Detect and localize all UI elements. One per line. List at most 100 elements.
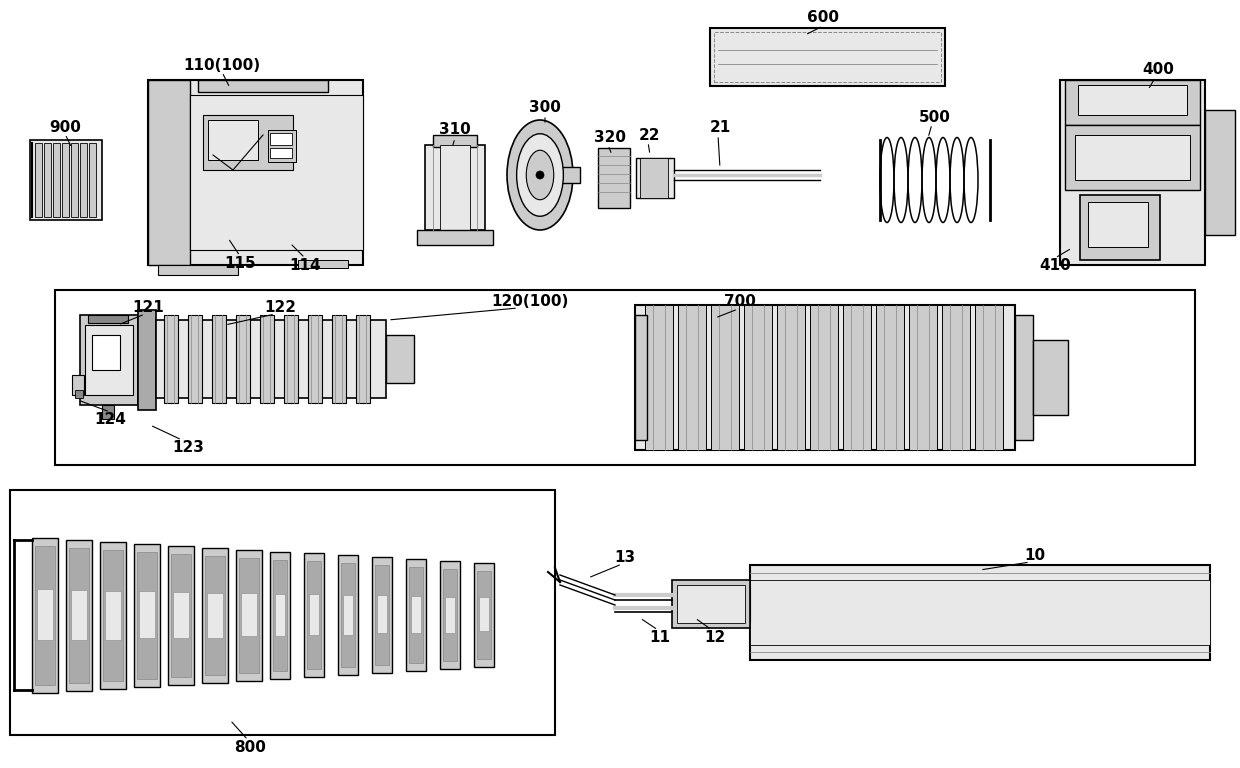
Bar	[241, 593, 257, 636]
Text: 800: 800	[234, 740, 265, 756]
Bar	[157, 265, 238, 275]
Text: 500: 500	[919, 110, 951, 124]
Bar	[714, 32, 941, 82]
Bar	[636, 158, 675, 198]
Bar	[539, 167, 580, 183]
Bar	[43, 143, 51, 217]
Bar	[909, 305, 937, 450]
Bar	[711, 305, 739, 450]
Text: 122: 122	[264, 300, 296, 315]
Bar	[72, 375, 84, 395]
Bar	[1033, 340, 1068, 415]
Text: 123: 123	[172, 441, 203, 455]
Bar	[10, 490, 556, 735]
Bar	[92, 335, 120, 370]
Text: 114: 114	[289, 257, 321, 273]
Bar	[645, 305, 673, 450]
Text: 400: 400	[1142, 62, 1174, 78]
Text: 21: 21	[709, 121, 730, 135]
Bar	[409, 567, 423, 663]
Text: 900: 900	[50, 120, 81, 134]
Bar	[341, 563, 355, 667]
Bar	[30, 140, 102, 220]
Bar	[208, 120, 258, 160]
Bar	[103, 550, 123, 681]
Bar	[374, 565, 389, 665]
Bar	[88, 315, 128, 323]
Bar	[171, 554, 191, 677]
Bar	[35, 546, 55, 685]
Text: 10: 10	[1024, 548, 1045, 562]
Bar	[477, 571, 491, 659]
Bar	[672, 580, 750, 628]
Bar	[474, 563, 494, 667]
Bar	[443, 569, 458, 661]
Text: 700: 700	[724, 294, 756, 310]
Bar	[356, 315, 370, 403]
Bar	[308, 315, 322, 403]
Bar	[81, 143, 87, 217]
Bar	[810, 305, 838, 450]
Bar	[975, 305, 1003, 450]
Bar	[405, 559, 427, 671]
Bar	[139, 591, 155, 638]
Bar	[1080, 195, 1159, 260]
Bar	[69, 548, 89, 683]
Bar	[309, 594, 319, 635]
Bar	[167, 546, 193, 685]
Text: 13: 13	[615, 551, 636, 565]
Bar	[174, 592, 188, 638]
Bar	[268, 130, 296, 162]
Bar	[425, 145, 485, 230]
Ellipse shape	[536, 171, 544, 179]
Bar	[275, 594, 285, 636]
Bar	[298, 260, 348, 268]
Bar	[71, 143, 78, 217]
Text: 120(100): 120(100)	[491, 294, 569, 310]
Bar	[386, 335, 414, 383]
Text: 124: 124	[94, 412, 126, 428]
Bar	[32, 538, 58, 693]
Text: 320: 320	[594, 131, 626, 145]
Bar	[164, 315, 179, 403]
Text: 300: 300	[529, 100, 560, 114]
Text: 310: 310	[439, 123, 471, 137]
Bar	[308, 561, 321, 669]
Bar	[138, 310, 156, 410]
Bar	[207, 593, 223, 638]
Bar	[53, 143, 60, 217]
Bar	[440, 145, 470, 230]
Bar	[1087, 202, 1148, 247]
Bar	[445, 597, 455, 633]
Bar	[433, 135, 477, 147]
Bar	[260, 315, 274, 403]
Bar	[284, 315, 298, 403]
Bar	[66, 540, 92, 691]
Bar	[203, 115, 293, 170]
Text: 11: 11	[650, 631, 671, 645]
Bar	[843, 305, 870, 450]
Bar	[635, 315, 647, 440]
Bar	[273, 560, 286, 671]
Bar	[62, 143, 69, 217]
Bar	[744, 305, 773, 450]
Bar	[1078, 85, 1187, 115]
Bar	[598, 148, 630, 208]
Bar	[89, 143, 95, 217]
Text: 121: 121	[133, 300, 164, 315]
Bar	[304, 553, 324, 677]
Bar	[81, 315, 138, 405]
Bar	[105, 591, 122, 640]
Bar	[37, 589, 53, 640]
Text: 22: 22	[640, 127, 661, 143]
Bar	[102, 405, 114, 419]
Bar	[86, 325, 133, 395]
Bar	[678, 305, 706, 450]
Bar	[640, 158, 668, 198]
Bar	[750, 565, 1210, 660]
Bar	[410, 596, 422, 633]
Ellipse shape	[517, 134, 563, 217]
Text: 600: 600	[807, 11, 839, 25]
Bar	[148, 80, 190, 265]
Bar	[202, 548, 228, 683]
